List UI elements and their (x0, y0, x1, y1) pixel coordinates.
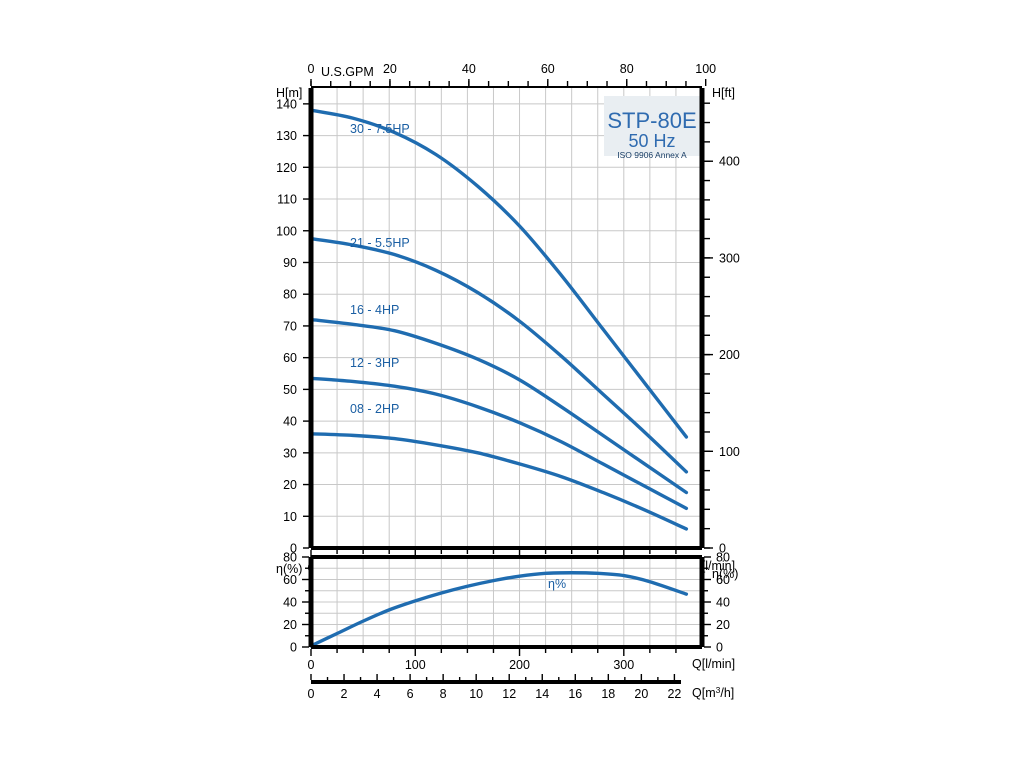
ruler-tick-label: 12 (502, 687, 516, 701)
ruler-tick-label: 8 (440, 687, 447, 701)
top-gpm-axis: 0 20 40 60 80 100 U.S.GPM (308, 62, 716, 90)
eff-left-tick-label: 0 (290, 641, 297, 655)
right-axis-tick-label: 400 (719, 155, 740, 169)
ruler-tick-label: 4 (374, 687, 381, 701)
top-axis-tick-label: 100 (695, 62, 716, 76)
left-axis-tick-label: 20 (283, 478, 297, 492)
top-axis-tick-label: 40 (462, 62, 476, 76)
title-block-background (604, 96, 700, 156)
left-axis-unit-eff: η(%) (276, 562, 302, 576)
ruler-tick-label: 14 (535, 687, 549, 701)
model-title: STP-80E (607, 108, 696, 133)
left-axis-tick-label: 40 (283, 415, 297, 429)
top-axis-tick-label: 20 (383, 62, 397, 76)
efficiency-curve-group (309, 571, 689, 648)
head-curve-21-5-5hp (309, 236, 689, 474)
eff-left-tick-label: 60 (283, 573, 297, 587)
head-curve-08-2hp (309, 432, 689, 531)
eff-bottom-tick-label: 0 (308, 658, 315, 672)
top-axis-tick-label: 80 (620, 62, 634, 76)
left-axis-tick-label: 130 (276, 129, 297, 143)
ruler-tick-label: 2 (341, 687, 348, 701)
left-axis-tick-label: 10 (283, 510, 297, 524)
right-axis-tick-label: 100 (719, 445, 740, 459)
ruler-tick-label: 16 (568, 687, 582, 701)
right-axis-unit-eff: η(%) (712, 567, 738, 581)
head-curve-16-4hp (309, 317, 689, 495)
ruler-tick-label: 6 (407, 687, 414, 701)
right-axis-tick-label: 200 (719, 348, 740, 362)
ruler-tick-label: 22 (667, 687, 681, 701)
top-axis-unit-label: U.S.GPM (321, 65, 374, 79)
left-axis-tick-label: 80 (283, 288, 297, 302)
right-axis-tick-label: 300 (719, 251, 740, 265)
eff-left-tick-label: 40 (283, 596, 297, 610)
head-curves-group (309, 108, 689, 531)
eff-bottom-tick-label: 100 (405, 658, 426, 672)
eff-bottom-tick-label: 300 (613, 658, 634, 672)
eff-right-tick-label: 60 (716, 573, 730, 587)
left-axis-tick-label: 110 (277, 193, 297, 207)
eff-right-tick-label: 80 (716, 551, 730, 565)
curve-label-12-3hp: 12 - 3HP (350, 356, 399, 370)
left-axis-tick-label: 60 (283, 351, 297, 365)
left-axis-tick-label: 50 (283, 383, 297, 397)
left-axis-tick-label: 70 (283, 319, 297, 333)
left-axis-unit-main: H[m] (276, 86, 302, 100)
eff-right-tick-label: 0 (716, 641, 723, 655)
ruler-unit-label: Q[m3/h] (692, 685, 734, 700)
ruler-tick-label: 10 (469, 687, 483, 701)
left-axis-tick-label: 100 (276, 224, 297, 238)
head-curve-12-3hp (309, 376, 689, 511)
efficiency-curve (309, 571, 689, 648)
bottom-axis-unit-eff: Q[l/min] (692, 657, 735, 671)
curve-label-30-75hp: 30 - 7.5HP (350, 122, 410, 136)
standard-title: ISO 9906 Annex A (617, 150, 687, 160)
eff-right-tick-label: 20 (716, 618, 730, 632)
curve-label-08-2hp: 08 - 2HP (350, 402, 399, 416)
top-axis-tick-label: 0 (308, 62, 315, 76)
eff-left-tick-label: 20 (283, 618, 297, 632)
ruler-tick-label: 18 (601, 687, 615, 701)
frequency-title: 50 Hz (628, 131, 675, 151)
main-head-chart: 30 - 7.5HP 21 - 5.5HP 16 - 4HP 12 - 3HP … (276, 86, 740, 575)
curve-label-16-4hp: 16 - 4HP (350, 303, 399, 317)
eff-right-tick-label: 40 (716, 596, 730, 610)
left-axis-tick-label: 30 (283, 446, 297, 460)
left-axis-tick-label: 120 (276, 161, 297, 175)
curve-label-21-55hp: 21 - 5.5HP (350, 236, 410, 250)
ruler-tick-label: 0 (308, 687, 315, 701)
head-curve-30-7-5hp (309, 108, 689, 439)
efficiency-chart: η% 0 20 40 60 80 0 20 40 60 80 η(%) η(%) 0 100 200… (276, 551, 738, 673)
right-axis-tick-label: 0 (719, 542, 726, 556)
curve-label-efficiency: η% (548, 577, 566, 591)
eff-left-tick-label: 80 (283, 551, 297, 565)
left-axis-tick-label: 90 (283, 256, 297, 270)
left-axis-tick-label: 140 (276, 97, 297, 111)
top-axis-tick-label: 60 (541, 62, 555, 76)
left-axis-tick-label: 0 (290, 542, 297, 556)
ruler-tick-label: 20 (634, 687, 648, 701)
eff-bottom-tick-label: 200 (509, 658, 530, 672)
right-axis-unit-main: H[ft] (712, 86, 735, 100)
flow-ruler-m3h: 0 2 4 6 8 10 12 14 16 18 20 22 Q[m3/h] (308, 674, 734, 701)
